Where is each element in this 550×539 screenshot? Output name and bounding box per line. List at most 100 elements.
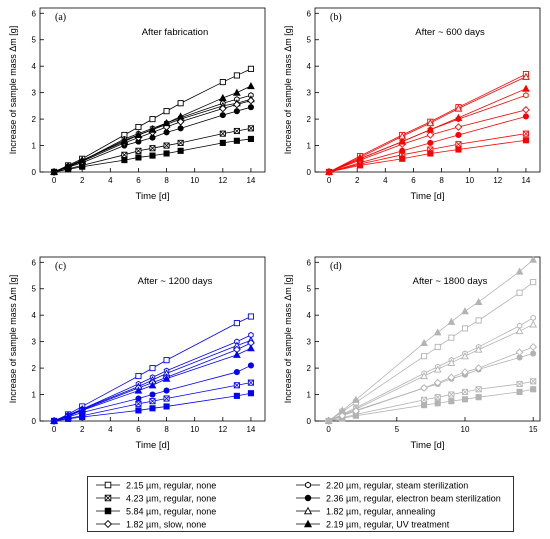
legend-marker <box>104 481 112 489</box>
data-point <box>474 345 483 353</box>
series-line <box>328 73 527 173</box>
data-point <box>427 139 434 146</box>
x-tick-label: 12 <box>218 176 227 185</box>
data-point <box>149 145 156 152</box>
data-point <box>79 413 86 421</box>
data-point <box>177 139 184 146</box>
data-point <box>120 137 129 145</box>
y-axis-label: Increase of sample mass Δm [g] <box>283 275 293 404</box>
series-line <box>328 88 527 173</box>
data-point <box>219 112 226 119</box>
data-point <box>135 395 142 402</box>
y-tick-label: 1 <box>307 391 312 400</box>
data-point <box>162 374 171 382</box>
series-line <box>328 388 534 422</box>
data-point <box>148 381 157 389</box>
y-tick-label: 2 <box>32 364 37 373</box>
data-point <box>421 396 428 403</box>
y-tick-label: 2 <box>32 115 37 124</box>
y-axis-label: Increase of sample mass Δm [g] <box>8 26 18 155</box>
data-point <box>135 123 142 131</box>
panel-label: (d) <box>330 261 342 272</box>
data-point <box>529 255 538 263</box>
legend-entry: 2.36 µm, regular, electron beam steriliz… <box>296 493 501 503</box>
data-point <box>163 387 170 394</box>
legend-label: 1.82 µm, regular, annealing <box>326 506 435 516</box>
data-point <box>455 131 462 139</box>
data-point <box>530 350 537 357</box>
data-point <box>163 108 170 115</box>
data-point <box>149 391 156 398</box>
data-point <box>247 390 254 397</box>
series-8 <box>50 344 255 425</box>
data-point <box>233 392 240 399</box>
data-point <box>148 125 157 133</box>
plot-frame <box>314 256 541 422</box>
data-point <box>399 147 406 154</box>
series-8 <box>50 81 255 176</box>
x-tick-label: 2 <box>355 176 360 185</box>
series-6 <box>324 320 538 425</box>
data-point <box>163 150 170 157</box>
data-point <box>421 353 428 360</box>
series-line <box>328 139 526 173</box>
y-tick-label: 0 <box>32 417 37 426</box>
data-point <box>516 380 523 388</box>
data-point <box>121 151 128 158</box>
y-tick-label: 3 <box>307 338 312 347</box>
x-tick-label: 12 <box>493 176 502 185</box>
data-point <box>233 100 241 109</box>
legend-label: 4.23 µm, regular, none <box>126 493 216 503</box>
data-point <box>398 137 407 145</box>
data-point <box>448 334 455 341</box>
x-tick-label: 0 <box>326 425 331 434</box>
data-point <box>454 113 463 121</box>
data-point <box>78 156 87 164</box>
series-4 <box>51 104 254 176</box>
series-line <box>328 76 527 173</box>
y-tick-label: 5 <box>32 285 37 294</box>
x-tick-label: 14 <box>521 176 530 185</box>
series-8 <box>325 84 530 176</box>
data-point <box>523 92 529 99</box>
data-point <box>461 325 469 332</box>
y-tick-label: 6 <box>32 9 37 18</box>
data-point <box>50 416 58 425</box>
data-point <box>135 147 142 154</box>
series-5 <box>51 135 254 176</box>
data-point <box>64 162 72 170</box>
data-point <box>177 100 184 107</box>
x-tick-label: 8 <box>164 176 169 185</box>
y-tick-label: 3 <box>32 338 37 347</box>
data-point <box>78 406 87 414</box>
legend-entry: 1.82 µm, slow, none <box>96 519 206 529</box>
y-tick-label: 0 <box>307 168 312 177</box>
data-point <box>474 364 483 372</box>
data-point <box>325 167 333 176</box>
y-tick-label: 4 <box>32 62 37 71</box>
data-point <box>426 125 435 133</box>
data-point <box>420 338 428 347</box>
data-point <box>135 400 142 407</box>
legend-entry: 1.82 µm, regular, annealing <box>296 506 435 516</box>
data-point <box>434 343 441 350</box>
y-tick-label: 0 <box>32 168 37 177</box>
x-tick-label: 0 <box>52 425 57 434</box>
series-line <box>328 116 527 173</box>
data-point <box>247 344 255 352</box>
legend-marker <box>104 507 112 515</box>
y-axis-label: Increase of sample mass Δm [g] <box>8 275 18 404</box>
y-tick-label: 1 <box>32 391 37 400</box>
chart-panel-d: 0 1 2 3 4 5 6 0 5 10 15 Time [d] Increase of sample … <box>283 255 541 451</box>
legend-label: 2.36 µm, regular, electron beam steriliz… <box>326 493 501 503</box>
data-point <box>454 104 463 112</box>
legend-marker <box>304 494 312 502</box>
data-point <box>177 147 184 154</box>
legend-marker <box>303 519 313 528</box>
data-point <box>149 152 156 159</box>
data-point <box>247 379 254 386</box>
data-point <box>247 125 254 132</box>
y-tick-label: 5 <box>32 36 37 45</box>
legend-label: 2.20 µm, regular, steam sterilization <box>326 480 468 490</box>
